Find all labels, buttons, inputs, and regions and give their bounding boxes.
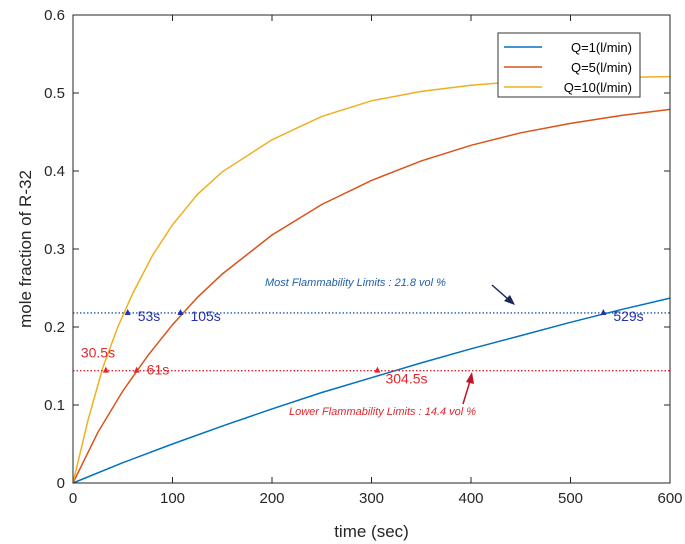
- annotation-label: 105s: [190, 308, 220, 324]
- x-tick-label: 300: [359, 490, 384, 507]
- x-tick-label: 400: [458, 490, 483, 507]
- annotations: 53s 105s 529s 30.5s 61s 304.5s Most Flammabili…: [81, 277, 644, 418]
- intersection-marker: [133, 366, 140, 373]
- intersection-marker: [600, 308, 607, 315]
- tick-labels: 0 100 200 300 400 500 600 0 0.1 0.2 0.3 0.4 0.5 0.6: [44, 7, 682, 507]
- y-tick-label: 0.5: [44, 85, 65, 102]
- x-tick-label: 200: [259, 490, 284, 507]
- y-axis-label: mole fraction of R-32: [16, 170, 35, 328]
- series-line-1: [72, 297, 671, 484]
- intersection-marker: [374, 366, 381, 373]
- y-tick-label: 0: [57, 475, 65, 492]
- annotation-label: 53s: [138, 308, 161, 324]
- intersection-marker: [124, 308, 131, 315]
- x-axis-label: time (sec): [334, 522, 409, 541]
- y-tick-label: 0.2: [44, 319, 65, 336]
- annotation-label: 61s: [147, 362, 170, 378]
- y-tick-label: 0.3: [44, 241, 65, 258]
- x-tick-label: 0: [69, 490, 77, 507]
- most-flammability-arrowhead: [504, 295, 515, 305]
- x-tick-label: 600: [657, 490, 682, 507]
- series-line-2: [72, 108, 671, 484]
- annotation-label: 529s: [613, 308, 643, 324]
- x-tick-label: 500: [558, 490, 583, 507]
- intersection-marker: [177, 308, 184, 315]
- legend-label: Q=5(l/min): [571, 60, 632, 75]
- y-tick-label: 0.6: [44, 7, 65, 24]
- legend: Q=1(l/min) Q=5(l/min) Q=10(l/min): [497, 32, 641, 98]
- lower-flammability-arrowhead: [466, 372, 474, 384]
- lower-flammability-label: Lower Flammability Limits : 14.4 vol %: [289, 406, 476, 418]
- axes: [72, 14, 671, 484]
- most-flammability-label: Most Flammability Limits : 21.8 vol %: [265, 277, 446, 289]
- x-tick-label: 100: [160, 490, 185, 507]
- annotation-label: 30.5s: [81, 345, 115, 361]
- intersection-marker: [102, 366, 109, 373]
- y-tick-label: 0.4: [44, 163, 65, 180]
- reference-lines: [73, 312, 670, 372]
- most-flammability-arrow: [491, 284, 510, 301]
- legend-label: Q=1(l/min): [571, 40, 632, 55]
- lower-flammability-arrow: [462, 380, 471, 405]
- legend-label: Q=10(l/min): [564, 80, 632, 95]
- y-tick-label: 0.1: [44, 397, 65, 414]
- annotation-label: 304.5s: [385, 371, 427, 387]
